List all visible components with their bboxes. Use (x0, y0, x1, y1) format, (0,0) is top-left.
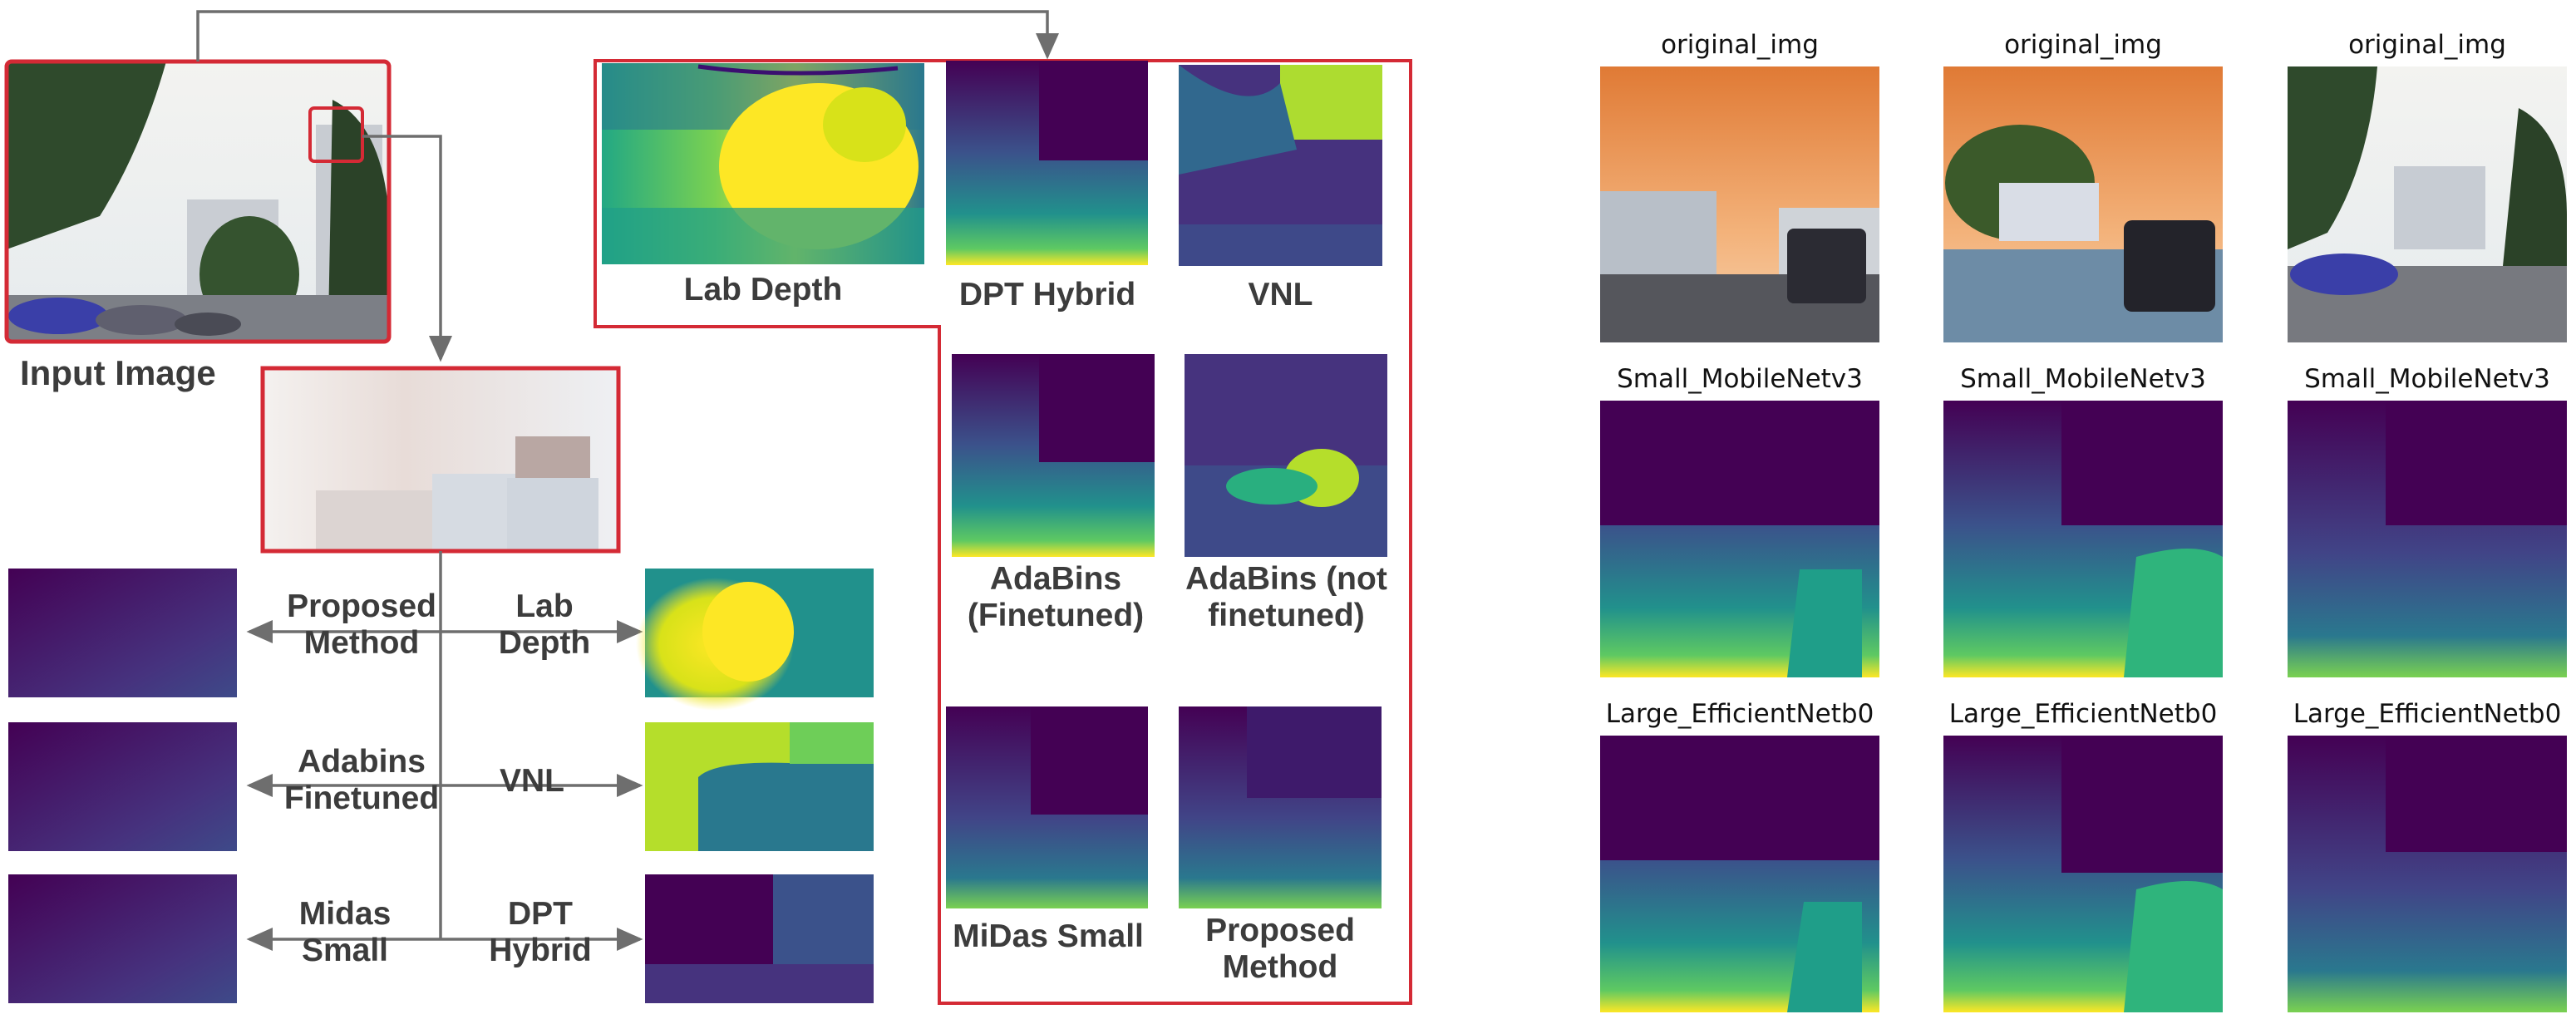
caption-large-2: Large_EfficientNetb0 (1948, 699, 2218, 729)
caption-large-3: Large_EfficientNetb0 (2293, 699, 2562, 729)
caption-small-2: Small_MobileNetv3 (1960, 364, 2206, 394)
panel-lab-depth (602, 63, 924, 264)
grid-original-1 (1600, 66, 1879, 342)
label-adabins-finetuned: AdaBins (Finetuned) (967, 561, 1145, 633)
grid-small-1 (1600, 401, 1879, 677)
crop-vnl (645, 722, 874, 851)
label-proposed-method: Proposed Method (1205, 913, 1355, 985)
panel-adabins-not-finetuned (1185, 354, 1387, 557)
label-zoom-adabins: Adabins Finetuned (283, 744, 440, 816)
caption-original-3: original_img (2348, 30, 2506, 60)
label-dpt-hybrid: DPT Hybrid (958, 277, 1136, 313)
label-zoom-proposed: Proposed Method (287, 588, 436, 661)
arrow-to-crop (362, 135, 452, 362)
label-midas-small: MiDas Small (953, 918, 1144, 954)
caption-original-1: original_img (1661, 30, 1819, 60)
comparison-panel-frame (594, 59, 1412, 1005)
grid-large-3 (2288, 736, 2567, 1012)
panel-vnl (1179, 65, 1382, 266)
crop-lab-depth (636, 569, 874, 711)
grid-small-2 (1943, 401, 2223, 677)
label-zoom-vnl: VNL (500, 763, 564, 799)
label-adabins-not-finetuned: AdaBins (not finetuned) (1185, 561, 1387, 633)
caption-original-2: original_img (2004, 30, 2162, 60)
panel-proposed-method (1179, 706, 1382, 908)
grid-large-1 (1600, 736, 1879, 1012)
crop-midas (8, 874, 237, 1003)
panel-dpt-hybrid (946, 61, 1148, 265)
panel-adabins-finetuned (952, 354, 1155, 557)
arrow-to-panel (196, 10, 1059, 62)
grid-original-2 (1943, 66, 2223, 342)
grid-original-3 (2288, 66, 2567, 342)
crop-adabins (8, 722, 237, 851)
input-image (7, 62, 389, 342)
label-zoom-dpt: DPT Hybrid (489, 896, 592, 968)
zoom-region-box (308, 106, 364, 163)
caption-small-3: Small_MobileNetv3 (2304, 364, 2550, 394)
crop-proposed (8, 569, 237, 697)
label-vnl: VNL (1248, 277, 1313, 313)
input-image-label: Input Image (20, 353, 216, 392)
grid-large-2 (1943, 736, 2223, 1012)
crop-dpt (645, 874, 874, 1003)
label-zoom-lab-depth: Lab Depth (498, 588, 591, 661)
panel-midas-small (946, 706, 1148, 908)
label-lab-depth: Lab Depth (683, 272, 843, 308)
grid-small-3 (2288, 401, 2567, 677)
zoomed-crop (263, 368, 618, 551)
comparison-tree (246, 551, 643, 951)
caption-large-1: Large_EfficientNetb0 (1605, 699, 1874, 729)
label-zoom-midas: Midas Small (298, 896, 392, 968)
caption-small-1: Small_MobileNetv3 (1617, 364, 1863, 394)
